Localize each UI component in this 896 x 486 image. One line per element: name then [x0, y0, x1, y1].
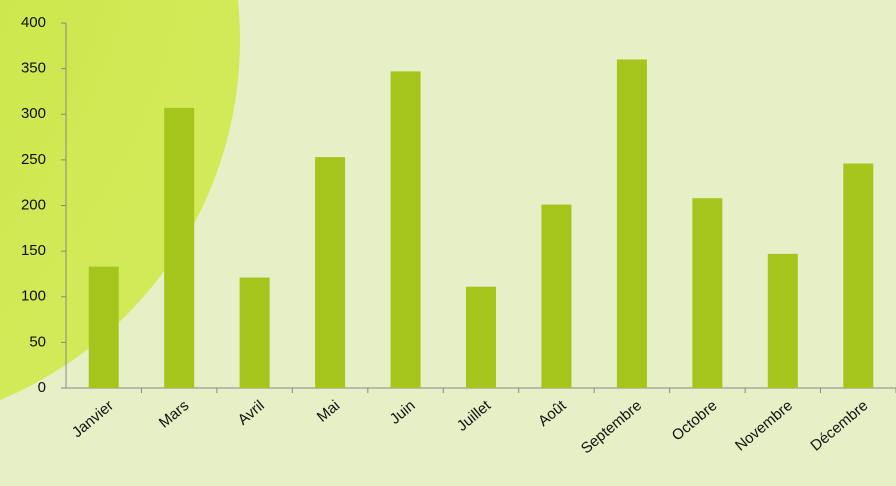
bar	[466, 286, 496, 388]
bar	[239, 277, 270, 388]
y-tick-label: 300	[21, 105, 46, 122]
y-tick-label: 150	[21, 242, 46, 259]
y-tick-label: 350	[21, 60, 46, 77]
y-tick-label: 400	[21, 14, 46, 31]
y-tick-label: 50	[29, 333, 46, 350]
bar	[315, 157, 346, 388]
bar	[164, 107, 195, 389]
decorative-circle	[0, 0, 240, 400]
bar	[390, 71, 421, 389]
bar	[88, 266, 119, 388]
y-tick-label: 0	[38, 379, 46, 396]
y-tick-label: 200	[21, 196, 46, 213]
bar	[843, 163, 874, 388]
bar	[616, 59, 647, 388]
bar	[692, 198, 723, 388]
bar	[541, 204, 572, 388]
bar	[767, 253, 798, 388]
y-tick-label: 250	[21, 151, 46, 168]
y-tick-label: 100	[21, 288, 46, 305]
